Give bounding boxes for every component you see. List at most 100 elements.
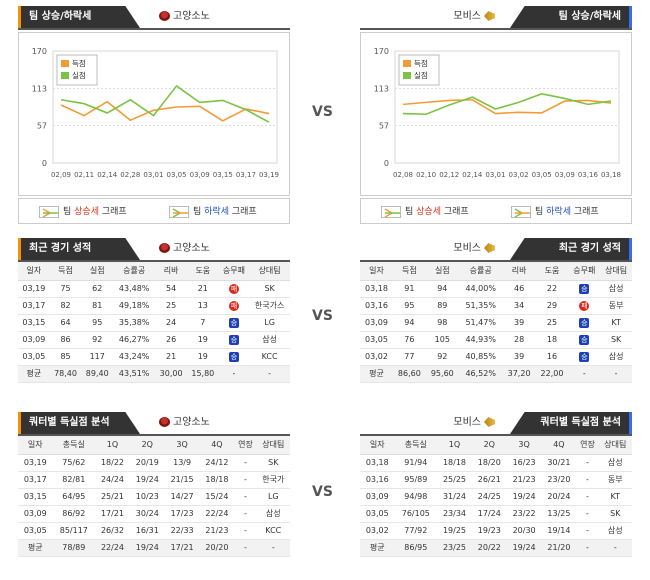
down-graph-icon [169,205,189,218]
trend-header-right: 모비스 팀 상승/하락세 [360,6,632,30]
table-row: 03,09 94/98 31/24 24/25 19/24 20/24- KT [360,488,632,506]
x-tick-label: 02,11 [74,171,94,179]
table-row: 03,18 91 94 44,00% 46 22 승 삼성 [360,280,632,298]
x-tick-label: 03,09 [190,171,210,179]
table-cell: 승 [568,314,601,332]
up-graph-icon [39,205,59,218]
table-cell: 20/19 [129,454,165,472]
table-cell: 21/20 [541,539,577,557]
table-cell: 49,18% [113,297,156,315]
column-header: 도움 [535,262,569,281]
table-cell: 85/117 [52,522,96,540]
team-name-left: 고양소노 [173,11,210,22]
table-cell: 21/23 [199,522,235,540]
x-tick-label: 03,15 [213,171,233,179]
table-cell: 30/24 [129,505,165,523]
table-cell: - [576,539,599,557]
table-cell: 21/23 [506,471,542,489]
table-cell: - [234,539,257,557]
table-cell: KCC [256,522,290,540]
team-label-right: 모비스 [453,6,498,28]
table-cell: 51,35% [458,297,503,315]
table-cell: 19/23 [471,522,507,540]
table-cell: LG [249,314,290,332]
recent-table-right: 일자 득점 실점 승률공 리바 도움 승무패 상대팀 03,18 91 94 44,00% 46 22 승 삼… [360,262,632,383]
table-cell: 92 [425,348,459,366]
column-header: 실점 [425,262,459,281]
trend-title-left: 팀 상승/하락세 [18,6,140,28]
x-tick-label: 03,09 [555,171,575,179]
column-header: 연장 [234,436,257,455]
table-cell: 15,80 [186,365,219,383]
table-cell: 23/25 [437,539,472,557]
goyang-logo-icon [159,11,170,21]
table-cell: 19 [186,348,219,366]
average-row: 평균 78/89 22/24 19/24 17/21 20/20- - [18,539,290,557]
table-cell: KT [598,488,632,506]
table-cell: 20/30 [506,522,542,540]
quarter-header-right: 모비스 쿼터별 득실점 분석 [360,412,632,436]
table-cell: 28 [502,331,536,349]
table-cell: 37,20 [502,365,536,383]
table-cell: 25 [155,297,187,315]
table-cell: 17/23 [164,505,200,523]
table-cell: 81 [81,297,114,315]
table-cell: 13/25 [541,505,577,523]
table-cell: 03,15 [18,488,53,506]
table-cell: 14/27 [164,488,200,506]
y-tick-label: 0 [42,159,47,168]
legend-label: 실점 [414,70,428,80]
table-cell: 64/95 [52,488,96,506]
table-cell: - [576,471,599,489]
table-cell: 13 [186,297,219,315]
quarter-table-left: 일자 총득실 1Q 2Q 3Q 4Q 연장 상대팀 03,19 75/62 18/22 20/19 13… [18,436,290,557]
table-cell: 43,48% [113,280,156,298]
table-cell: 54 [155,280,187,298]
table-row: 03,05 85 117 43,24% 21 19 승 KCC [18,348,290,366]
table-cell: 03,09 [18,505,53,523]
table-cell: 패 [218,297,250,315]
x-tick-label: 02,14 [462,171,483,179]
x-tick-label: 02,08 [393,171,413,179]
table-cell: 20/24 [541,488,577,506]
table-cell: 39 [502,348,536,366]
series-line-conceded [402,92,612,116]
column-header: 승무패 [568,262,601,281]
table-cell: 86/92 [52,505,96,523]
table-cell: 03,17 [18,471,53,489]
trend-footer-left: 팀 상승세 그래프 팀 하락세 그래프 [18,198,290,224]
table-cell: 21 [186,280,219,298]
table-cell: - [234,505,257,523]
x-tick-label: 03,01 [485,171,505,179]
table-cell: 26/21 [471,471,507,489]
table-cell: 30/21 [541,454,577,472]
table-cell: 21 [155,348,187,366]
y-tick-label: 57 [379,121,389,130]
column-header: 3Q [164,436,200,455]
table-cell: 15/24 [199,488,235,506]
table-cell: 89 [425,297,459,315]
table-cell: - [576,488,599,506]
legend-swatch [61,72,69,79]
table-cell: SK [598,505,632,523]
table-cell: - [576,522,599,540]
table-cell: 31/24 [437,488,472,506]
column-header: 2Q [471,436,507,455]
x-tick-label: 03,18 [601,171,621,179]
table-cell: 23/22 [506,505,542,523]
table-cell: 한국가스 [249,297,290,315]
table-cell: 76 [392,331,426,349]
table-cell: 19/24 [129,539,165,557]
table-cell: 62 [81,280,114,298]
table-cell: 19/24 [506,539,542,557]
table-cell: 03,09 [360,488,395,506]
table-cell: - [218,365,250,383]
loss-badge: 패 [579,300,590,311]
table-cell: 25 [535,314,569,332]
table-cell: - [568,365,601,383]
table-header-row: 일자 득점 실점 승률공 리바 도움 승무패 상대팀 [360,262,632,281]
trend-chart-right: 170 113 57 0 02,08 02,10 02,12 02,14 03,01 03,02 0… [360,32,632,196]
table-row: 03,17 82/81 24/24 19/24 21/15 18/18- 한국가 [18,471,290,489]
table-row: 03,16 95/89 25/25 26/21 21/23 23/20- 동부 [360,471,632,489]
table-cell: 13/9 [164,454,200,472]
